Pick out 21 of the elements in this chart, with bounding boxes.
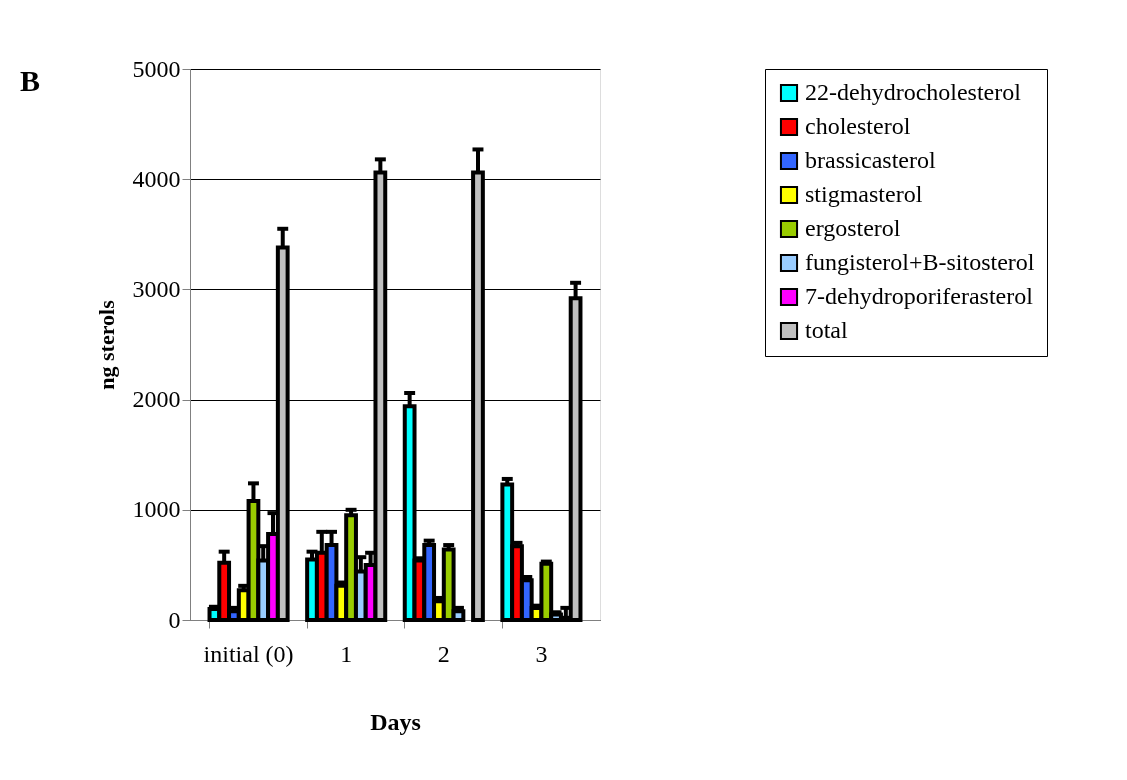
y-tick-label: 4000 [132,165,181,192]
y-tick-label: 1000 [132,496,181,523]
legend-label: total [805,317,848,343]
legend-label: 22-dehydrocholesterol [805,79,1022,105]
legend-label: ergosterol [805,215,901,241]
legend-label: fungisterol+B-sitosterol [805,249,1035,275]
x-tick-label: 2 [437,640,450,667]
legend-label: stigmasterol [805,181,923,207]
x-axis-title: Days [370,708,421,735]
chart-title: B [20,64,41,97]
y-tick-label: 2000 [132,386,181,413]
y-axis-title: ng sterols [93,299,119,390]
x-tick-label: initial (0) [203,640,294,667]
legend-label: cholesterol [805,113,911,139]
x-tick-label: 1 [340,640,353,667]
legend-label: 7-dehydroporiferasterol [805,283,1034,309]
legend-label: brassicasterol [805,147,936,173]
y-tick-label: 3000 [132,275,181,302]
y-tick-label: 0 [168,606,181,633]
y-tick-label: 5000 [132,55,181,82]
x-tick-label: 3 [535,640,548,667]
